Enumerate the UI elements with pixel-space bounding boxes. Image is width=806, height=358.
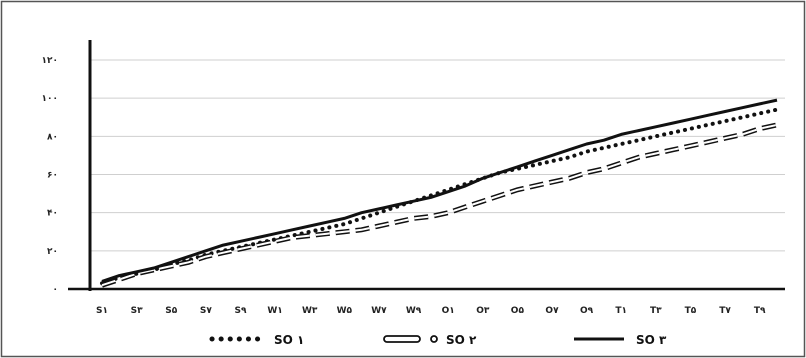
series-line-so1 — [100, 107, 779, 286]
x-tick-label: W۷ — [371, 306, 387, 316]
x-tick-label: T۷ — [719, 306, 731, 316]
axis-layer — [68, 40, 785, 291]
x-tick-label: O۷ — [545, 306, 559, 316]
x-tick-label: O۳ — [476, 306, 490, 316]
y-tick-label: ۶۰ — [47, 171, 58, 181]
legend-label: SO ۱ — [274, 333, 304, 347]
series-line-so2-inner — [101, 123, 778, 287]
y-tick-label: ۲۰ — [47, 247, 58, 257]
x-tick-label: O۵ — [511, 306, 525, 316]
grid-layer — [90, 59, 785, 252]
x-tick-label: S۵ — [165, 306, 177, 316]
legend-swatch-so2 — [383, 335, 421, 343]
y-tick-label: ۱۰۰ — [42, 94, 58, 104]
legend: SO ۱ SO ۲ SO ۳ — [209, 333, 667, 347]
x-tick-label: S۳ — [131, 306, 143, 316]
x-tick-label: W۵ — [337, 306, 353, 316]
x-tick-label: O۱ — [442, 306, 455, 316]
tick-layer: ۰ ۲۰ ۴۰ ۶۰ ۸۰ ۱۰۰ ۱۲۰ S۱ S۳ S۵ S۷ S۹ W۱ W۳ W۵ W۷ W۹ O۱ O۳ O… — [42, 56, 766, 316]
x-tick-label: O۹ — [580, 306, 594, 316]
legend-label: SO ۳ — [636, 333, 667, 347]
legend-swatch-so2-dot — [430, 335, 438, 343]
x-tick-label: W۹ — [406, 306, 422, 316]
x-tick-label: T۳ — [650, 306, 662, 316]
x-tick-label: S۹ — [234, 306, 246, 316]
legend-label: SO ۲ — [446, 333, 477, 347]
series-line-so3 — [101, 98, 778, 283]
series-layer — [100, 98, 779, 288]
x-tick-label: T۹ — [754, 306, 766, 316]
y-tick-label: ۸۰ — [47, 132, 58, 142]
x-tick-label: T۵ — [685, 306, 697, 316]
y-tick-label: ۱۲۰ — [42, 56, 58, 66]
x-tick-label: T۱ — [615, 306, 627, 316]
y-tick-label: ۰ — [53, 285, 59, 295]
x-tick-label: S۷ — [200, 306, 212, 316]
x-tick-label: W۳ — [302, 306, 318, 316]
x-tick-label: S۱ — [96, 306, 108, 316]
x-tick-label: W۱ — [267, 306, 282, 316]
y-tick-label: ۴۰ — [47, 209, 58, 219]
